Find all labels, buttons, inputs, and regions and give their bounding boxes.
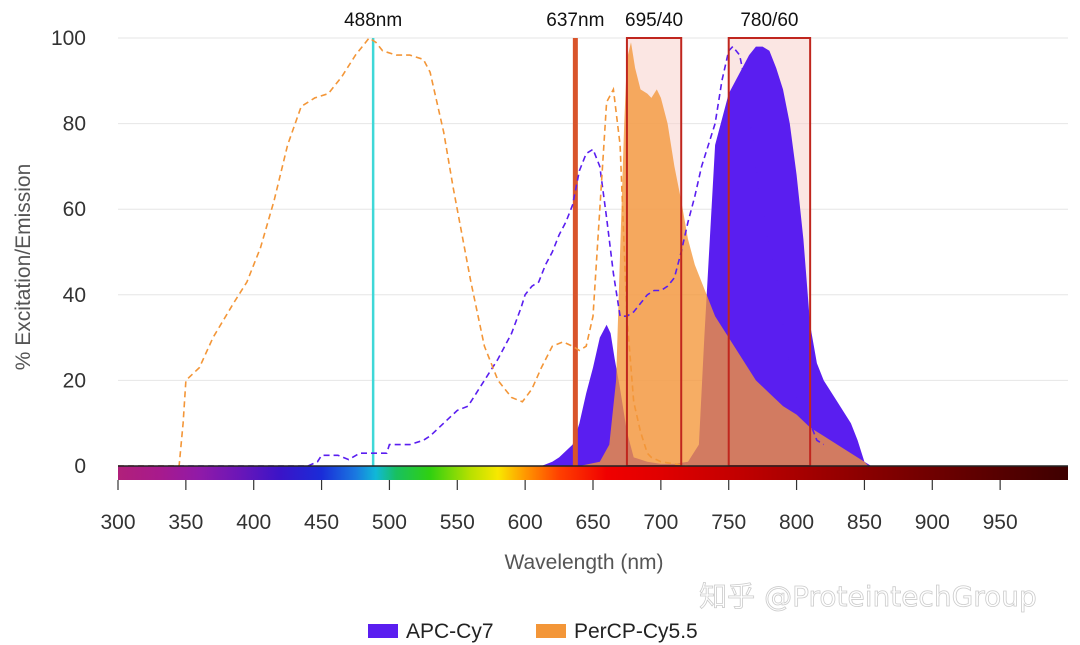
filter-label-695-40: 695/40: [625, 10, 683, 31]
x-tick-label-350: 350: [168, 511, 203, 534]
y-tick-label-0: 0: [74, 455, 86, 478]
x-tick-label-300: 300: [100, 511, 135, 534]
emission-area-apc-cy7: [525, 46, 872, 466]
emission-area-percp-cy5-5: [552, 42, 869, 467]
x-tick-label-950: 950: [983, 511, 1018, 534]
x-tick-label-550: 550: [440, 511, 475, 534]
excitation-curves-layer: [118, 36, 825, 467]
laser-lines-layer: [371, 38, 578, 466]
visible-spectrum-bar: [118, 466, 1068, 480]
legend-label-apc-cy7: APC-Cy7: [406, 620, 494, 643]
x-tick-label-400: 400: [236, 511, 271, 534]
grid-layer: [118, 37, 1068, 381]
y-tick-label-80: 80: [63, 113, 86, 136]
x-tick-label-700: 700: [643, 511, 678, 534]
x-axis-title: Wavelength (nm): [504, 551, 663, 574]
excitation-curve-percp-cy5-5: [118, 36, 689, 467]
x-tick-label-450: 450: [304, 511, 339, 534]
x-tick-label-900: 900: [915, 511, 950, 534]
y-tick-label-100: 100: [51, 27, 86, 50]
x-tick-label-500: 500: [372, 511, 407, 534]
laser-label-637nm: 637nm: [546, 10, 604, 31]
x-tick-label-800: 800: [779, 511, 814, 534]
x-tick-label-850: 850: [847, 511, 882, 534]
axes-layer: 0 20 40 60 80 100 300 350 400 450 500 550 600 650 700 7…: [51, 27, 1018, 534]
y-tick-label-40: 40: [63, 284, 86, 307]
laser-label-488nm: 488nm: [344, 10, 402, 31]
top-labels-layer: 488nm 637nm 695/40 780/60: [344, 10, 798, 31]
legend-label-percp-cy5-5: PerCP-Cy5.5: [574, 620, 698, 643]
legend-swatch-percp-cy5-5: [536, 624, 566, 638]
legend-swatch-apc-cy7: [368, 624, 398, 638]
y-tick-label-20: 20: [63, 369, 86, 392]
spectrum-bar-layer: [118, 465, 1068, 480]
emission-areas-layer: [525, 42, 872, 467]
x-tick-label-750: 750: [711, 511, 746, 534]
excitation-curve-apc-cy7: [118, 45, 825, 467]
x-tick-label-650: 650: [575, 511, 610, 534]
y-axis-title: % Excitation/Emission: [12, 164, 35, 371]
watermark: 知乎 @ProteintechGroup: [699, 580, 1037, 613]
x-tick-label-600: 600: [508, 511, 543, 534]
y-tick-label-60: 60: [63, 198, 86, 221]
filter-label-780-60: 780/60: [740, 10, 798, 31]
legend: APC-Cy7 PerCP-Cy5.5: [368, 620, 698, 643]
